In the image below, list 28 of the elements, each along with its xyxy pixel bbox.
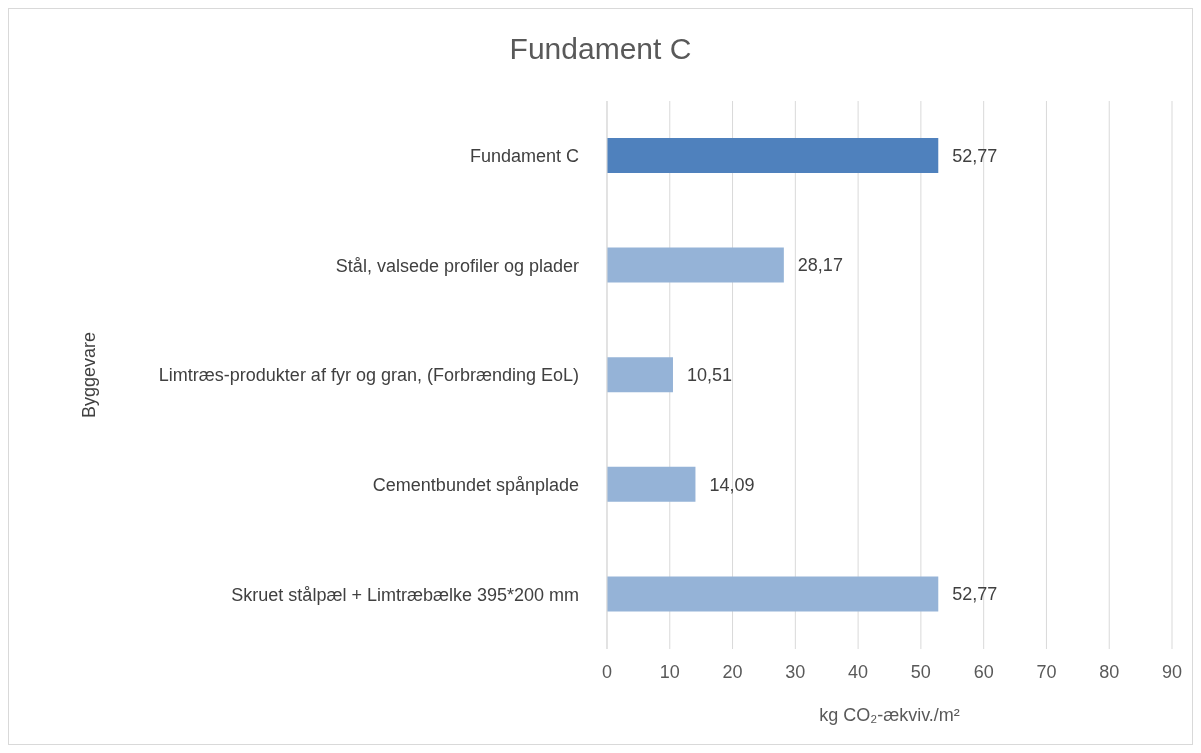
- bar: [607, 466, 696, 502]
- x-tick-label: 40: [848, 661, 869, 682]
- x-tick-label: 30: [785, 661, 806, 682]
- y-tick-label: Fundament C: [469, 146, 579, 167]
- y-tick-label: Limtræs-produkter af fyr og gran, (Forbrænding EoL): [158, 365, 579, 386]
- data-label: 28,17: [797, 255, 843, 276]
- bar: [607, 247, 784, 283]
- bar: [607, 576, 939, 612]
- y-tick-label: Cementbundet spånplade: [372, 474, 579, 495]
- y-tick-label: Stål, valsede profiler og plader: [335, 255, 580, 276]
- x-tick-label: 60: [973, 661, 994, 682]
- x-tick-label: 0: [601, 661, 613, 682]
- data-label: 52,77: [952, 145, 998, 166]
- x-tick-label: 80: [1099, 661, 1120, 682]
- data-label: 10,51: [686, 365, 733, 386]
- x-tick-label: 20: [722, 661, 743, 682]
- y-axis-title: Byggevare: [79, 331, 100, 419]
- x-axis-title: kg CO₂-ækviv./m²: [819, 705, 960, 725]
- x-tick-label: 10: [659, 661, 680, 682]
- data-label: 52,77: [952, 584, 998, 605]
- x-tick-label: 70: [1036, 661, 1057, 682]
- bar: [607, 138, 939, 173]
- x-tick-label: 50: [910, 661, 931, 682]
- bar: [607, 357, 673, 393]
- chart-title: Fundament C: [508, 31, 693, 67]
- x-tick-label: 90: [1161, 661, 1183, 682]
- data-label: 14,09: [709, 474, 755, 495]
- y-tick-label: Skruet stålpæl + Limtræbælke 395*200 mm: [231, 584, 579, 605]
